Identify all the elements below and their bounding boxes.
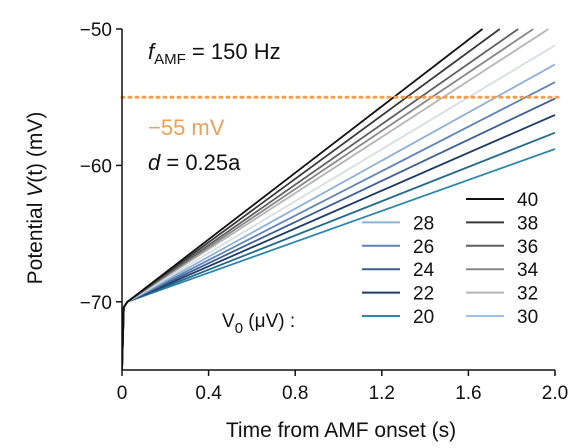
legend-label: 38 [517, 213, 538, 234]
x-tick-label: 2.0 [542, 383, 568, 404]
x-axis-title: Time from AMF onset (s) [226, 419, 456, 442]
series-line [122, 44, 556, 370]
y-tick-label: −70 [80, 293, 112, 314]
legend-label: 20 [413, 307, 434, 328]
legend-entry: 22 [362, 284, 434, 305]
threshold-label: −55 mV [148, 115, 225, 140]
y-ticks: −50 −60 −70 [80, 20, 122, 314]
distance-value: = 0.25a [160, 150, 241, 175]
legend-entry: 34 [466, 260, 539, 281]
axes [121, 29, 555, 371]
legend-title-main: V [222, 311, 235, 332]
y-axis-title-variable: V [24, 181, 47, 197]
x-tick-label: 0.8 [282, 383, 308, 404]
legend-label: 28 [413, 213, 434, 234]
distance-variable: d [148, 150, 161, 175]
legend-entry: 20 [362, 307, 434, 328]
frequency-variable: f [148, 39, 157, 64]
frequency-value: = 150 Hz [186, 39, 281, 64]
y-tick-label: −50 [80, 20, 112, 41]
series-line [122, 63, 556, 370]
legend-entry: 38 [466, 213, 538, 234]
legend-label: 22 [413, 284, 434, 305]
legend-entry: 28 [362, 213, 434, 234]
legend-label: 32 [517, 284, 538, 305]
legend-title-rest: (μV) : [243, 311, 295, 332]
legend-entry: 26 [362, 237, 434, 258]
frequency-subscript: AMF [154, 51, 186, 68]
y-axis-title-prefix: Potential [24, 197, 47, 285]
plot-area [120, 28, 564, 370]
legend-entry: 30 [466, 307, 538, 328]
x-tick-label: 1.6 [455, 383, 481, 404]
legend-title: V0 (μV) : [222, 311, 295, 337]
legend-label: 34 [517, 260, 539, 281]
series-layer [122, 28, 556, 370]
y-axis-title-suffix: (t) (mV) [24, 112, 47, 183]
legend-entry: 36 [466, 237, 538, 258]
legend-label: 30 [517, 307, 538, 328]
x-tick-label: 0.4 [195, 383, 222, 404]
legend-label: 36 [517, 237, 538, 258]
x-tick-label: 1.2 [369, 383, 395, 404]
x-tick-label: 0 [117, 383, 128, 404]
frequency-annotation: fAMF = 150 Hz [148, 39, 281, 68]
legend-label: 26 [413, 237, 434, 258]
x-ticks: 0 0.4 0.8 1.2 1.6 2.0 [117, 370, 568, 404]
legend-entry: 24 [362, 260, 435, 281]
legend-title-sub: 0 [235, 320, 243, 337]
y-tick-label: −60 [80, 156, 112, 177]
initial-rise-line [122, 301, 129, 370]
legend-label: 40 [517, 190, 538, 211]
legend-entry: 32 [466, 284, 538, 305]
legend-label: 24 [413, 260, 435, 281]
distance-annotation: d = 0.25a [148, 150, 241, 175]
y-axis-title: Potential V(t) (mV) [24, 112, 47, 285]
legend-entry: 40 [466, 190, 538, 211]
